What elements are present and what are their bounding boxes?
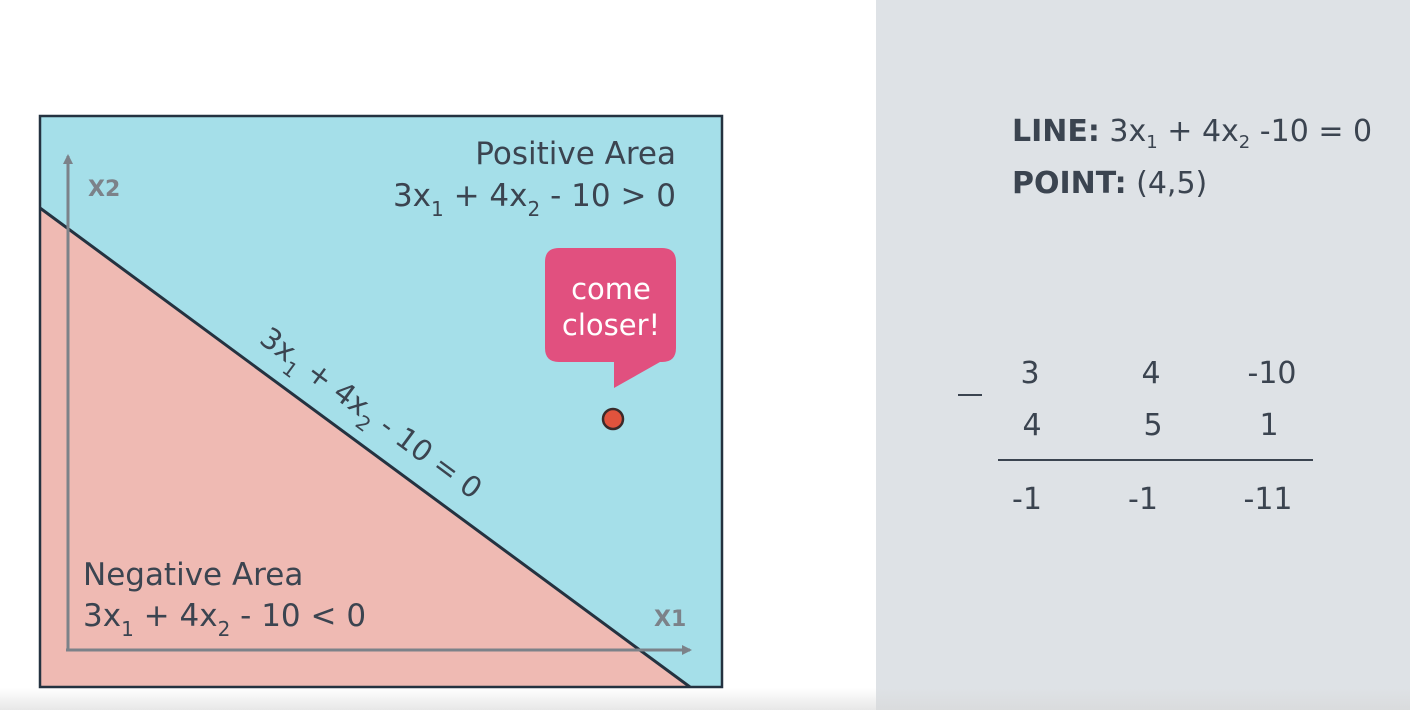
bottom-fade	[0, 688, 1410, 710]
bubble-text-line2: closer!	[562, 308, 660, 342]
line-equation: LINE: 3x1 + 4x2 -10 = 0	[1012, 114, 1373, 153]
result-cell-2: -1	[1128, 482, 1158, 517]
row1-cell-2: 4	[1141, 356, 1161, 391]
point-marker	[601, 407, 625, 431]
boundary-line	[40, 206, 691, 687]
row2-cell-1: 4	[1022, 408, 1042, 443]
point-value: (4,5)	[1126, 166, 1208, 201]
positive-area-inequality: 3x1 + 4x2 - 10 > 0	[393, 178, 676, 221]
x-axis-label: X1	[654, 607, 686, 632]
result-cell-3: -11	[1243, 482, 1293, 517]
negative-area-title: Negative Area	[83, 557, 303, 593]
row2-cell-2: 5	[1143, 408, 1163, 443]
speech-bubble: come closer!	[545, 248, 676, 388]
positive-area-title: Positive Area	[475, 136, 676, 172]
row1-cell-1: 3	[1020, 356, 1040, 391]
right-panel	[876, 0, 1410, 710]
row2-cell-3: 1	[1259, 408, 1279, 443]
plot-frame	[38, 114, 724, 689]
y-axis-label: X2	[88, 177, 120, 202]
row1-cell-3: -10	[1247, 356, 1297, 391]
point-coordinates: POINT: (4,5)	[1012, 166, 1207, 201]
perceptron-diagram: X2 X1 Positive Area 3x1 + 4x2 - 10 > 0 N…	[38, 114, 724, 689]
point-key: POINT:	[1012, 166, 1127, 201]
sum-rule	[998, 459, 1313, 461]
bubble-text-line1: come	[571, 272, 651, 306]
result-cell-1: -1	[1012, 482, 1042, 517]
negative-area-inequality: 3x1 + 4x2 - 10 < 0	[83, 598, 366, 641]
line-key: LINE:	[1012, 114, 1100, 149]
minus-operator	[958, 394, 982, 396]
